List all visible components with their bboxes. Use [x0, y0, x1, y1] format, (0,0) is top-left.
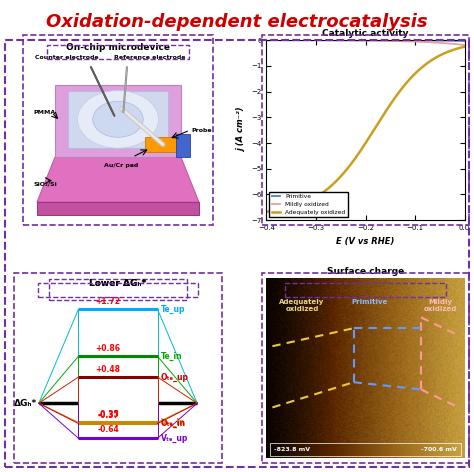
Text: On-chip microdevice: On-chip microdevice	[66, 43, 170, 52]
Adequately oxidized	[382, 110, 387, 116]
Mildly oxidized	[358, 38, 364, 43]
Text: Oₜₑ_up: Oₜₑ_up	[161, 372, 189, 382]
Mildly oxidized	[264, 37, 269, 43]
Text: -0.35: -0.35	[97, 410, 119, 419]
Text: Lower ΔGₕ*: Lower ΔGₕ*	[89, 279, 146, 288]
Adequately oxidized	[462, 44, 467, 50]
Text: Probe: Probe	[192, 127, 212, 133]
Text: Lower ΔGₕ*: Lower ΔGₕ*	[89, 279, 146, 288]
Legend: Primitive, Mildly oxidized, Adequately oxidized: Primitive, Mildly oxidized, Adequately o…	[269, 192, 347, 217]
Text: -700.6 mV: -700.6 mV	[421, 447, 456, 452]
Mildly oxidized	[359, 38, 365, 43]
Text: -0.64: -0.64	[97, 425, 119, 434]
Text: ΔGₕ*: ΔGₕ*	[14, 399, 37, 408]
Text: Oₜₑ_in: Oₜₑ_in	[161, 419, 186, 428]
Title: Surface charge: Surface charge	[327, 267, 404, 276]
Adequately oxidized	[264, 209, 269, 215]
Adequately oxidized	[359, 146, 365, 152]
X-axis label: E (V vs RHE): E (V vs RHE)	[337, 236, 395, 245]
Line: Primitive: Primitive	[266, 40, 465, 41]
Primitive	[382, 37, 387, 43]
Primitive	[359, 37, 365, 43]
Line: Adequately oxidized: Adequately oxidized	[266, 47, 465, 212]
Text: +0.48: +0.48	[96, 365, 120, 374]
Polygon shape	[37, 202, 199, 215]
Text: Mildly
oxidized: Mildly oxidized	[424, 299, 457, 312]
Text: Te_in: Te_in	[161, 352, 182, 361]
Primitive	[264, 37, 269, 43]
Polygon shape	[55, 85, 181, 157]
Adequately oxidized	[457, 45, 463, 51]
Text: SiO₂/Si: SiO₂/Si	[33, 182, 57, 186]
Title: Catalytic activity: Catalytic activity	[322, 29, 409, 38]
Text: +1.72: +1.72	[96, 297, 120, 306]
Mildly oxidized	[457, 42, 463, 47]
Text: PMMA: PMMA	[33, 110, 55, 115]
Text: Counter electrode: Counter electrode	[35, 55, 99, 59]
Text: +0.86: +0.86	[96, 344, 120, 353]
Primitive	[358, 37, 364, 43]
Polygon shape	[37, 157, 199, 202]
Mildly oxidized	[382, 38, 387, 43]
Y-axis label: j (A cm⁻²): j (A cm⁻²)	[237, 108, 246, 152]
Mildly oxidized	[371, 38, 376, 43]
Polygon shape	[145, 137, 175, 152]
Polygon shape	[175, 134, 190, 157]
Text: Oxidation-dependent electrocatalysis: Oxidation-dependent electrocatalysis	[46, 13, 428, 31]
Text: Te_up: Te_up	[161, 305, 185, 314]
Ellipse shape	[77, 91, 158, 148]
Primitive	[426, 38, 432, 43]
Mildly oxidized	[462, 42, 467, 48]
Text: -0.37: -0.37	[97, 411, 119, 420]
FancyBboxPatch shape	[49, 279, 187, 300]
Text: Primitive: Primitive	[351, 299, 388, 305]
Primitive	[457, 38, 463, 43]
Text: Adequately
oxidized: Adequately oxidized	[280, 299, 325, 312]
Text: Reference electrode: Reference electrode	[114, 55, 186, 59]
Text: Vₜₑ_in: Vₜₑ_in	[161, 418, 185, 427]
Line: Mildly oxidized: Mildly oxidized	[266, 40, 465, 45]
Adequately oxidized	[426, 59, 432, 65]
Adequately oxidized	[371, 127, 376, 133]
Mildly oxidized	[426, 39, 432, 45]
Text: Au/Cr pad: Au/Cr pad	[104, 162, 139, 168]
Primitive	[371, 37, 376, 43]
Text: Vₜₑ_up: Vₜₑ_up	[161, 434, 188, 443]
Text: -823.8 mV: -823.8 mV	[274, 447, 310, 452]
Polygon shape	[68, 91, 168, 148]
Adequately oxidized	[358, 148, 364, 153]
Bar	[271, 443, 461, 456]
Primitive	[462, 38, 467, 44]
Ellipse shape	[93, 101, 143, 137]
